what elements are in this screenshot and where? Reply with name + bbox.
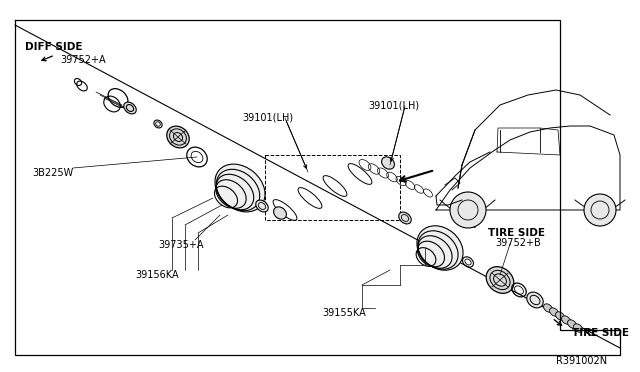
- Text: 39101(LH): 39101(LH): [368, 100, 419, 110]
- Ellipse shape: [561, 316, 570, 324]
- Ellipse shape: [381, 157, 394, 169]
- Text: DIFF SIDE: DIFF SIDE: [25, 42, 83, 52]
- Ellipse shape: [399, 212, 412, 224]
- Text: R391002N: R391002N: [556, 356, 607, 366]
- Text: 39101(LH): 39101(LH): [242, 112, 293, 122]
- Ellipse shape: [568, 320, 577, 328]
- Text: TIRE SIDE: TIRE SIDE: [488, 228, 545, 238]
- Text: 3B225W: 3B225W: [32, 168, 73, 178]
- Ellipse shape: [543, 304, 552, 312]
- Text: 39752+B: 39752+B: [495, 238, 541, 248]
- Ellipse shape: [215, 164, 265, 212]
- Ellipse shape: [486, 267, 514, 293]
- Ellipse shape: [417, 226, 463, 270]
- Ellipse shape: [124, 102, 136, 114]
- Polygon shape: [436, 126, 620, 210]
- Text: TIRE SIDE: TIRE SIDE: [572, 328, 629, 338]
- Ellipse shape: [527, 292, 543, 308]
- Ellipse shape: [273, 207, 287, 219]
- Ellipse shape: [573, 324, 582, 332]
- Text: 39735+A: 39735+A: [158, 240, 204, 250]
- Text: 39156KA: 39156KA: [135, 270, 179, 280]
- Text: 39752+A: 39752+A: [60, 55, 106, 65]
- Text: 39155KA: 39155KA: [322, 308, 365, 318]
- Circle shape: [584, 194, 616, 226]
- Ellipse shape: [167, 126, 189, 148]
- Ellipse shape: [550, 308, 559, 316]
- Ellipse shape: [556, 312, 564, 320]
- Ellipse shape: [256, 200, 268, 212]
- Circle shape: [450, 192, 486, 228]
